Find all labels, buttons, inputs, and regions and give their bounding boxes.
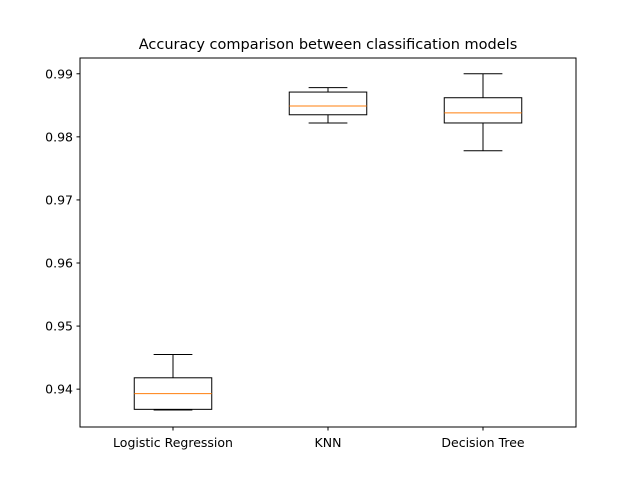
y-tick-label: 0.99 [45, 66, 73, 81]
axes-frame [79, 57, 577, 428]
x-tick-label: KNN [315, 435, 342, 450]
y-tick-label: 0.98 [45, 129, 73, 144]
chart-title: Accuracy comparison between classificati… [139, 37, 518, 53]
y-tick-label: 0.97 [45, 192, 73, 207]
y-tick-label: 0.96 [45, 256, 73, 271]
y-tick-label: 0.94 [45, 382, 73, 397]
x-tick-label: Logistic Regression [113, 435, 233, 450]
x-tick-label: Decision Tree [441, 435, 525, 450]
plot-area: 0.94 0.95 0.96 0.97 0.98 0.99 Logistic Regress… [45, 66, 525, 450]
box [288, 91, 368, 116]
y-tick-label: 0.95 [45, 319, 73, 334]
box [443, 97, 523, 124]
